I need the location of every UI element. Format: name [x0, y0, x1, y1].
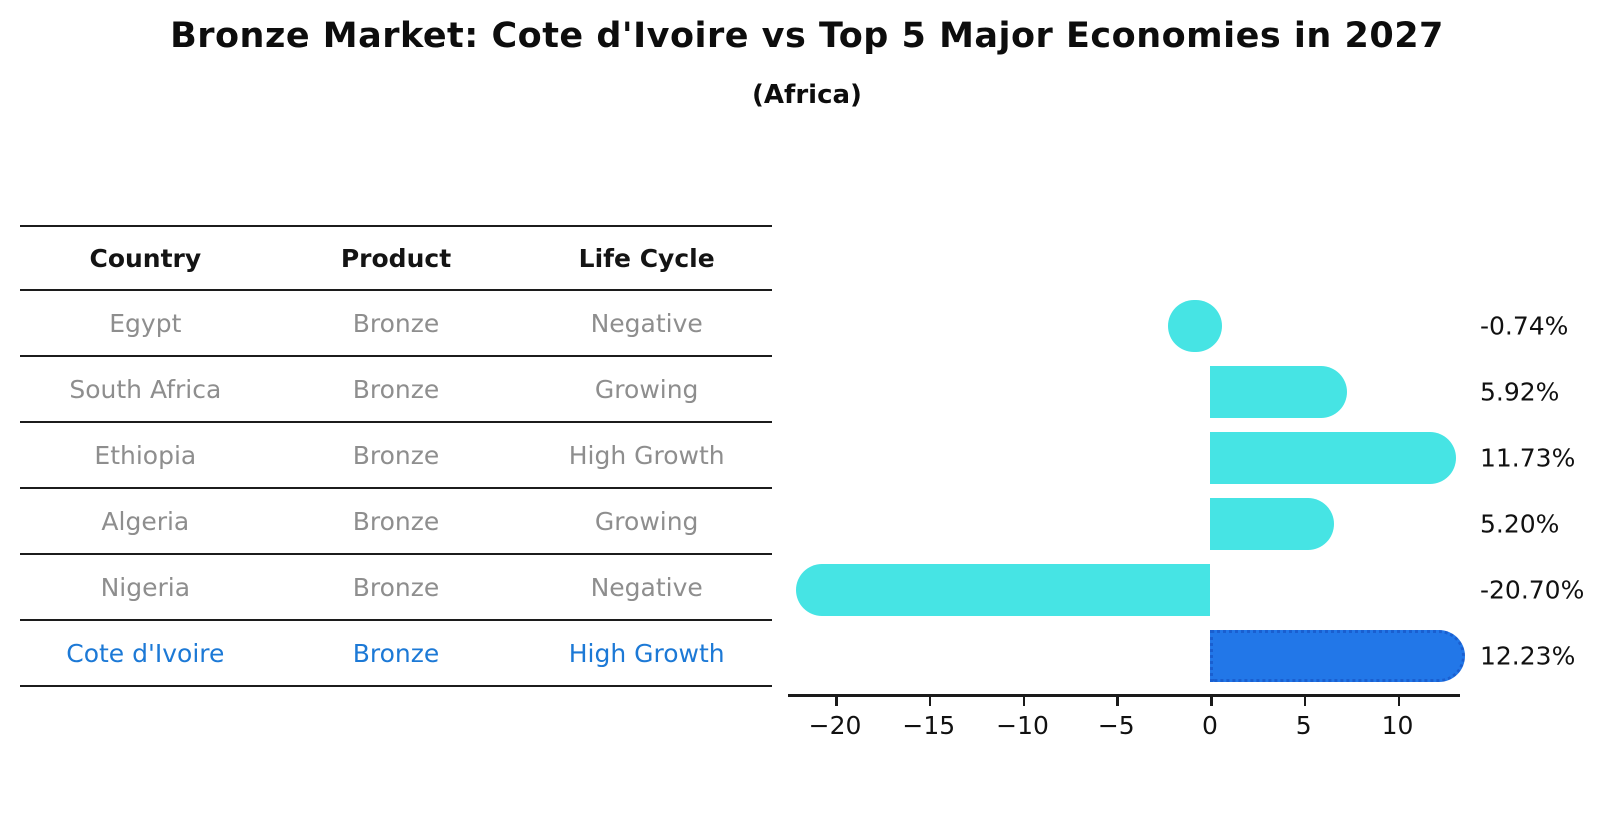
bar-row-ethiopia: 11.73%: [788, 425, 1575, 491]
table-cell-product: Bronze: [352, 572, 440, 602]
table-body: Egypt Bronze Negative South Africa Bronze Gro…: [20, 291, 772, 687]
x-axis-tick-label: −15: [902, 711, 956, 740]
bar-chart: -0.74% 5.92% 11.73% 5.20% -20.70% 12.23%: [788, 293, 1584, 689]
x-axis-tick-label: 0: [1202, 711, 1218, 740]
bar-cote-d-ivoire: [1210, 630, 1466, 682]
table-cell-product: Bronze: [352, 440, 440, 470]
bar-south-africa: [1210, 366, 1347, 418]
chart-subtitle: (Africa): [752, 80, 862, 110]
table-cell-country: Algeria: [101, 506, 190, 536]
bar-value-label: 12.23%: [1480, 641, 1576, 671]
x-axis-tick: [1116, 697, 1119, 706]
x-axis-tick: [1022, 697, 1025, 706]
bar-value-label: -0.74%: [1480, 311, 1569, 341]
bar-nigeria: [795, 564, 1210, 616]
table-cell-life-cycle: Negative: [590, 308, 703, 338]
table-row-nigeria: Nigeria Bronze Negative: [20, 555, 772, 621]
bar-value-label: 5.20%: [1480, 509, 1560, 539]
bar-row-nigeria: -20.70%: [788, 557, 1584, 623]
bar-row-algeria: 5.20%: [788, 491, 1559, 557]
table-header-product: Product: [340, 243, 452, 273]
table-cell-product: Bronze: [352, 506, 440, 536]
x-axis-tick: [1397, 697, 1400, 706]
table-cell-life-cycle: Growing: [594, 374, 699, 404]
x-axis-tick-label: 10: [1381, 711, 1414, 740]
country-table: Country Product Life Cycle Egypt Bronze Nega…: [20, 225, 772, 687]
table-row-ethiopia: Ethiopia Bronze High Growth: [20, 423, 772, 489]
bar-value-label: -20.70%: [1480, 575, 1585, 605]
chart-title: Bronze Market: Cote d'Ivoire vs Top 5 Ma…: [170, 16, 1444, 56]
table-cell-country: Cote d'Ivoire: [66, 638, 225, 668]
x-axis-tick-label: 5: [1295, 711, 1312, 740]
x-axis-tick: [1303, 697, 1307, 706]
table-row-egypt: Egypt Bronze Negative: [20, 291, 772, 357]
bar-row-south-africa: 5.92%: [788, 359, 1559, 425]
table-cell-product: Bronze: [352, 374, 440, 404]
table-cell-life-cycle: Negative: [590, 572, 703, 602]
table-cell-life-cycle: High Growth: [568, 440, 725, 470]
bar-value-label: 5.92%: [1480, 377, 1560, 407]
x-axis-tick: [928, 697, 932, 706]
table-header-life-cycle: Life Cycle: [578, 243, 715, 273]
x-axis-tick: [1210, 697, 1213, 706]
bar-row-egypt: -0.74%: [788, 293, 1568, 359]
table-cell-country: Nigeria: [100, 572, 191, 602]
bar-egypt: [1168, 300, 1222, 352]
table-cell-country: Egypt: [109, 308, 182, 338]
table-row-south-africa: South Africa Bronze Growing: [20, 357, 772, 423]
table-cell-country: Ethiopia: [94, 440, 197, 470]
table-header-row: Country Product Life Cycle: [20, 225, 772, 291]
bar-algeria: [1210, 498, 1334, 550]
bar-row-cote-d-ivoire: 12.23%: [788, 623, 1575, 689]
table-cell-life-cycle: Growing: [594, 506, 699, 536]
x-axis-tick-label: −20: [808, 711, 862, 740]
x-axis-tick: [835, 697, 838, 706]
table-row-cote-d-ivoire: Cote d'Ivoire Bronze High Growth: [20, 621, 772, 687]
x-axis: −20 −15 −10 −5 0 5 10: [788, 694, 1460, 747]
table-row-algeria: Algeria Bronze Growing: [20, 489, 772, 555]
table-cell-product: Bronze: [352, 308, 440, 338]
bar-ethiopia: [1210, 432, 1456, 484]
x-axis-tick-label: −5: [1097, 711, 1135, 740]
bar-value-label: 11.73%: [1480, 443, 1576, 473]
table-header-country: Country: [89, 243, 202, 273]
table-cell-life-cycle: High Growth: [568, 638, 725, 668]
table-cell-country: South Africa: [69, 374, 222, 404]
x-axis-tick-label: −10: [996, 711, 1049, 740]
table-cell-product: Bronze: [352, 638, 440, 668]
